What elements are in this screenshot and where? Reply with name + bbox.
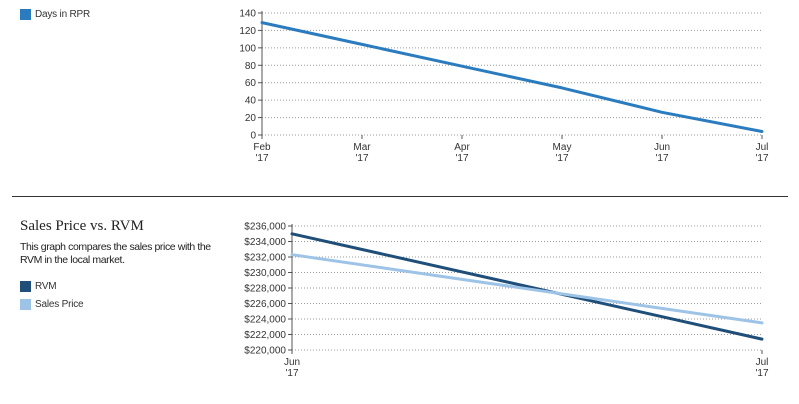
sales-price-vs-rvm-series-line-sales-price [290,253,764,325]
sales-price-vs-rvm-description: This graph compares the sales price with… [20,241,211,266]
days-in-rpr-y-tick-label: 40 [245,96,257,107]
days-in-rpr-y-tick-label: 80 [245,61,257,72]
legend-item-sales-price[interactable]: Sales Price [20,297,84,311]
legend-swatch-sales-price [20,298,31,310]
days-in-rpr-series-line-days-in-rpr [260,21,764,133]
days-in-rpr-x-tick-label: Jun '17 [654,142,670,164]
days-in-rpr-x-tick-label: Mar '17 [353,142,371,164]
sales-price-vs-rvm-x-tick-label: Jul '17 [755,357,768,379]
days-in-rpr-x-tick-label: Apr '17 [454,142,470,164]
days-in-rpr-x-tick-label: Feb '17 [253,142,271,164]
days-in-rpr-y-tick-label: 60 [245,78,257,89]
legend-label-sales-price: Sales Price [35,298,84,310]
days-in-rpr-y-tick-label: 120 [239,26,256,37]
days-in-rpr-y-tick-label: 0 [250,131,256,142]
sales-price-vs-rvm-y-tick-label: $230,000 [244,268,286,279]
top-chart-legend: Days in RPR [20,7,90,25]
sales-price-vs-rvm-y-tick-label: $236,000 [244,222,286,233]
bottom-chart-legend: RVM Sales Price [20,279,84,315]
sales-price-vs-rvm-y-tick-label: $224,000 [244,315,286,326]
legend-item-rvm[interactable]: RVM [20,279,83,293]
legend-swatch-rvm [20,280,31,292]
days-in-rpr-x-tick-label: Jul '17 [755,142,768,164]
days-in-rpr-y-tick-label: 140 [239,9,256,20]
sales-price-vs-rvm-x-tick-label: Jun '17 [284,357,300,379]
sales-price-vs-rvm-y-tick-label: $226,000 [244,299,286,310]
days-in-rpr-chart: 0 20 40 60 80 100 120 140 Feb '17 Mar '17 Apr '17 May '… [239,9,769,165]
sales-price-vs-rvm-y-tick-label: $222,000 [244,330,286,341]
sales-price-vs-rvm-series-line-rvm [290,232,764,341]
days-in-rpr-y-tick-label: 20 [245,113,257,124]
legend-label-days-in-rpr: Days in RPR [35,8,91,20]
legend-item-days-in-rpr[interactable]: Days in RPR [20,7,90,21]
days-in-rpr-y-tick-label: 100 [239,43,256,54]
sales-price-vs-rvm-y-tick-label: $228,000 [244,284,286,295]
sales-price-vs-rvm-y-tick-label: $232,000 [244,253,286,264]
sales-price-vs-rvm-y-tick-label: $234,000 [244,237,286,248]
sales-price-vs-rvm-title: Sales Price vs. RVM [20,218,144,234]
sales-price-vs-rvm-y-tick-label: $220,000 [244,346,286,357]
legend-swatch-days-in-rpr [20,8,31,20]
legend-label-rvm: RVM [35,280,57,292]
days-in-rpr-x-tick-label: May '17 [553,142,572,164]
section-divider [12,196,788,197]
